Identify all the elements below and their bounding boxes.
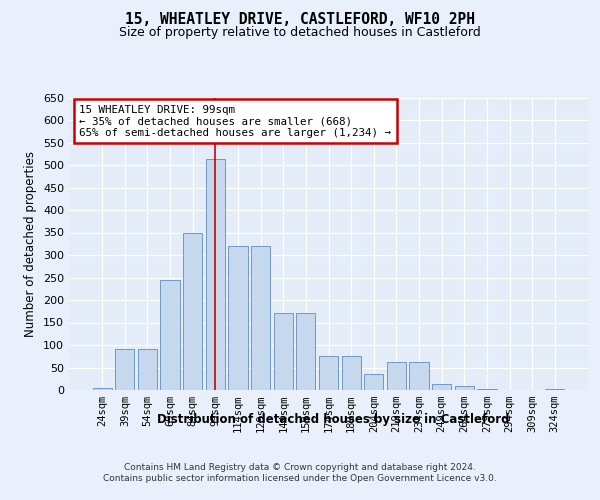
Bar xyxy=(387,362,406,390)
Text: Size of property relative to detached houses in Castleford: Size of property relative to detached ho… xyxy=(119,26,481,39)
Bar xyxy=(364,374,383,390)
Bar xyxy=(477,388,497,390)
Bar xyxy=(251,246,270,390)
Bar xyxy=(296,312,316,390)
Y-axis label: Number of detached properties: Number of detached properties xyxy=(25,151,37,337)
Bar xyxy=(92,388,112,390)
Bar xyxy=(183,234,202,390)
Text: 15, WHEATLEY DRIVE, CASTLEFORD, WF10 2PH: 15, WHEATLEY DRIVE, CASTLEFORD, WF10 2PH xyxy=(125,12,475,28)
Bar xyxy=(545,388,565,390)
Bar xyxy=(274,312,293,390)
Bar xyxy=(409,362,428,390)
Bar xyxy=(160,280,180,390)
Text: Distribution of detached houses by size in Castleford: Distribution of detached houses by size … xyxy=(157,412,509,426)
Text: Contains public sector information licensed under the Open Government Licence v3: Contains public sector information licen… xyxy=(103,474,497,483)
Bar xyxy=(432,384,451,390)
Bar xyxy=(206,159,225,390)
Bar xyxy=(341,356,361,390)
Bar xyxy=(229,246,248,390)
Bar xyxy=(115,348,134,390)
Bar xyxy=(455,386,474,390)
Text: Contains HM Land Registry data © Crown copyright and database right 2024.: Contains HM Land Registry data © Crown c… xyxy=(124,462,476,471)
Text: 15 WHEATLEY DRIVE: 99sqm
← 35% of detached houses are smaller (668)
65% of semi-: 15 WHEATLEY DRIVE: 99sqm ← 35% of detach… xyxy=(79,105,391,138)
Bar xyxy=(319,356,338,390)
Bar xyxy=(138,348,157,390)
